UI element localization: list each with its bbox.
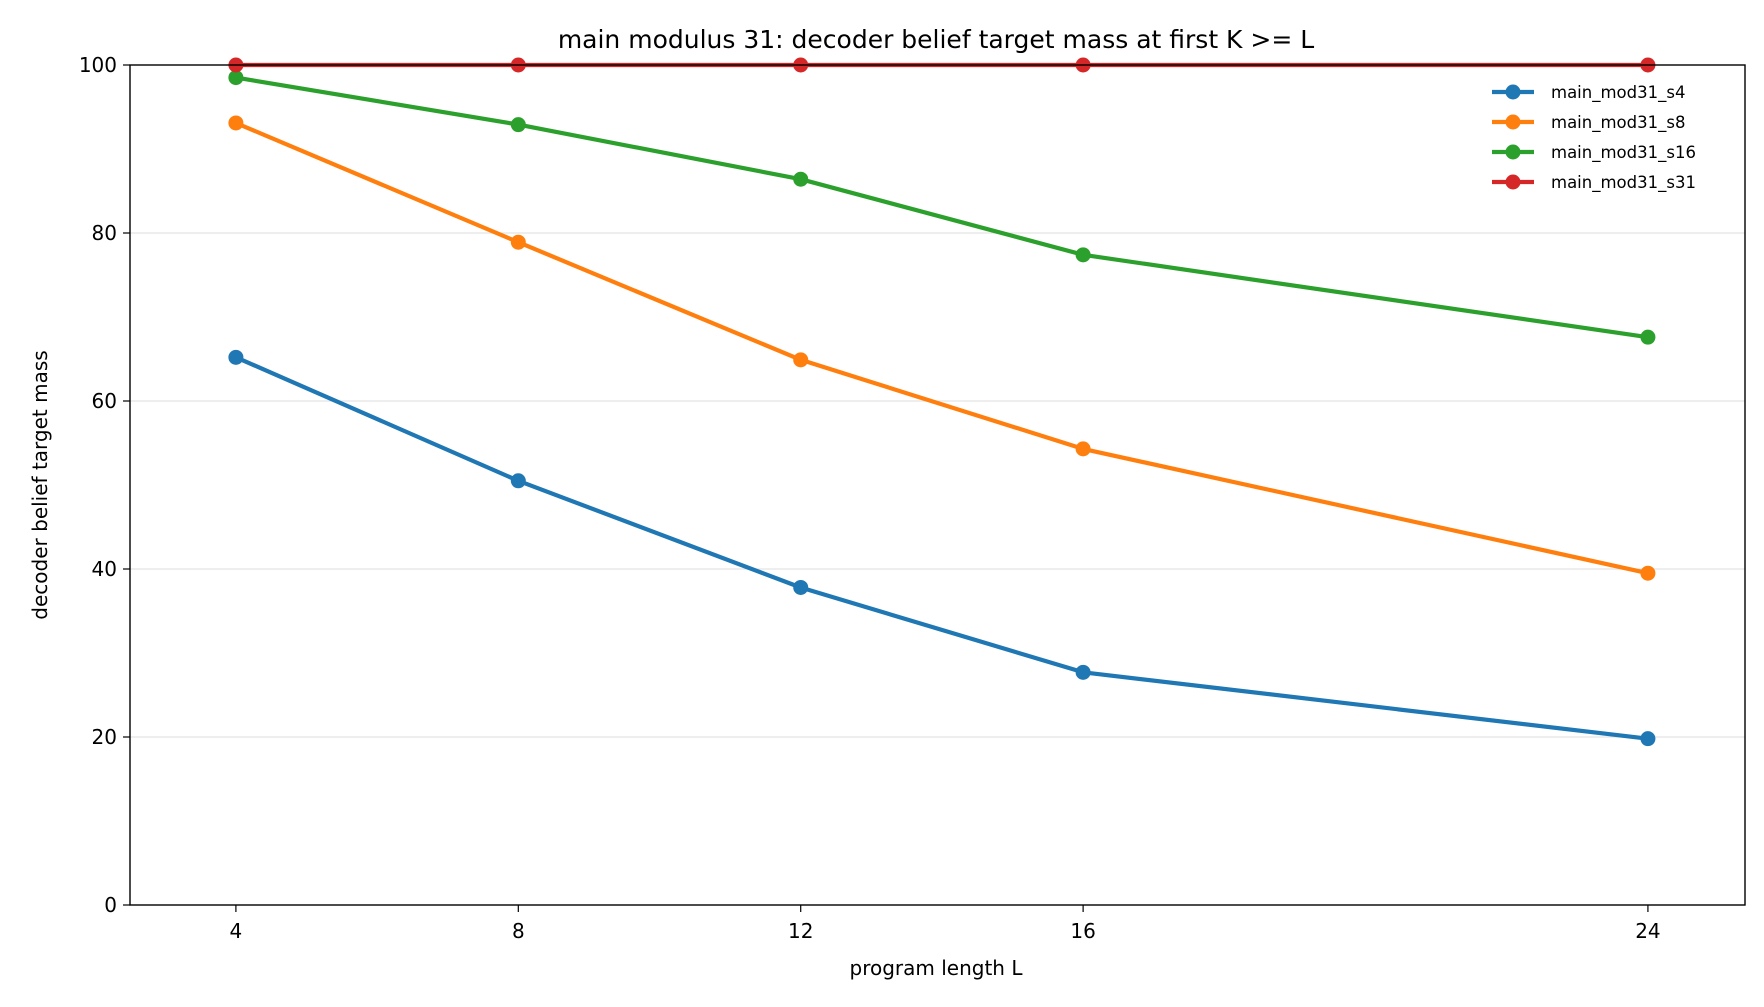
x-tick-label: 16 xyxy=(1070,919,1095,943)
chart-title: main modulus 31: decoder belief target m… xyxy=(558,25,1314,54)
data-point xyxy=(510,473,526,489)
legend-item: main_mod31_s8 xyxy=(1492,113,1685,133)
series-main_mod31_s8 xyxy=(228,115,1656,581)
x-axis-label: program length L xyxy=(850,956,1024,980)
data-point xyxy=(793,171,809,187)
data-point xyxy=(1075,247,1091,263)
data-point xyxy=(510,234,526,250)
data-point xyxy=(1640,731,1656,747)
legend-label: main_mod31_s16 xyxy=(1551,143,1696,163)
data-point xyxy=(793,352,809,368)
legend-item: main_mod31_s31 xyxy=(1492,173,1696,193)
legend-label: main_mod31_s4 xyxy=(1551,83,1685,103)
y-tick-label: 40 xyxy=(92,557,117,581)
y-tick-label: 80 xyxy=(92,221,117,245)
data-point xyxy=(793,579,809,595)
data-point xyxy=(510,117,526,133)
data-point xyxy=(228,70,244,86)
x-tick-label: 4 xyxy=(230,919,243,943)
x-tick-label: 12 xyxy=(788,919,813,943)
x-tick-label: 8 xyxy=(512,919,525,943)
data-point xyxy=(228,115,244,131)
legend-item: main_mod31_s16 xyxy=(1492,143,1696,163)
y-tick-label: 20 xyxy=(92,725,117,749)
legend: main_mod31_s4 main_mod31_s8 main_mod31_s16… xyxy=(1492,83,1696,193)
data-point xyxy=(1640,565,1656,581)
data-point xyxy=(1075,441,1091,457)
legend-swatch-marker xyxy=(1505,174,1521,190)
y-tick-label: 100 xyxy=(79,53,117,77)
legend-swatch-marker xyxy=(1505,114,1521,130)
legend-label: main_mod31_s31 xyxy=(1551,173,1696,193)
legend-swatch-marker xyxy=(1505,144,1521,160)
y-tick-label: 0 xyxy=(104,893,117,917)
y-tick-label: 60 xyxy=(92,389,117,413)
series-main_mod31_s16 xyxy=(228,70,1656,345)
legend-swatch-marker xyxy=(1505,84,1521,100)
data-point xyxy=(228,349,244,365)
legend-label: main_mod31_s8 xyxy=(1551,113,1685,133)
x-tick-label: 24 xyxy=(1635,919,1660,943)
axes: 0 20 40 60 80 100 4 8 12 16 24 xyxy=(79,53,1746,943)
data-point xyxy=(1640,329,1656,345)
data-point xyxy=(1075,664,1091,680)
legend-item: main_mod31_s4 xyxy=(1492,83,1685,103)
plot-frame xyxy=(129,64,1746,906)
y-axis-label: decoder belief target mass xyxy=(28,350,52,619)
series-main_mod31_s4 xyxy=(228,349,1656,747)
